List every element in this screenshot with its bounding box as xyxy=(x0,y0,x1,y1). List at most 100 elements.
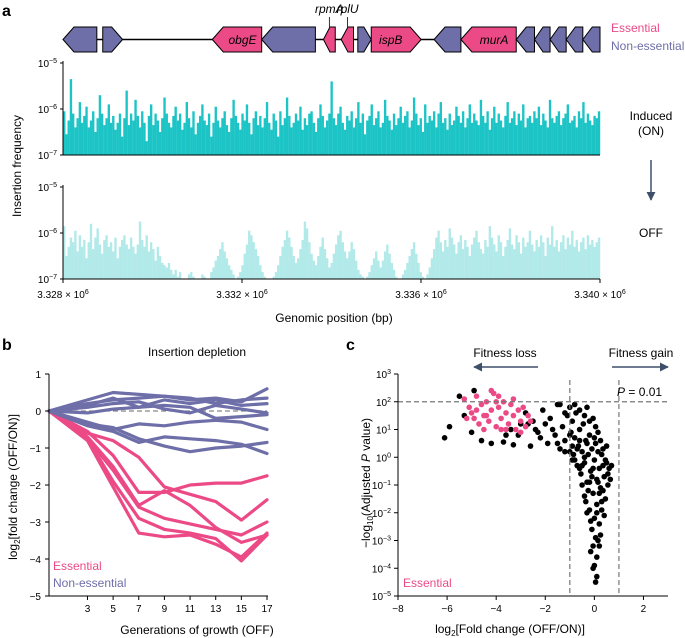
induced-bar xyxy=(76,118,79,155)
off-bar xyxy=(170,269,173,279)
induced-bar xyxy=(337,113,340,155)
induced-bar xyxy=(488,129,492,155)
x-tick-label: −2 xyxy=(540,604,552,615)
induced-bar xyxy=(276,136,280,155)
induced-bar xyxy=(370,104,373,155)
induced-bar xyxy=(504,115,507,155)
induced-bar xyxy=(158,132,162,155)
non-essential-line xyxy=(47,409,269,454)
off-bar xyxy=(241,265,244,279)
off-bar xyxy=(548,244,552,279)
x-tick-label: −6 xyxy=(441,604,453,615)
induced-bar xyxy=(105,118,108,155)
off-bar xyxy=(190,272,193,279)
induced-bar xyxy=(310,111,313,155)
induced-bars xyxy=(63,79,601,155)
induced-bar xyxy=(588,120,592,155)
off-bar xyxy=(515,235,518,279)
gene-arrow xyxy=(322,26,336,53)
induced-bar xyxy=(80,122,84,155)
essential-point xyxy=(493,423,500,430)
induced-bar xyxy=(265,102,269,155)
off-bar xyxy=(457,242,460,279)
non-essential-point xyxy=(584,404,590,411)
off-bar xyxy=(584,249,587,279)
off-bar xyxy=(372,258,376,279)
induced-bar xyxy=(281,125,284,155)
induced-bar xyxy=(424,104,427,155)
induced-bar xyxy=(326,120,329,155)
induced-bar xyxy=(116,122,119,155)
induced-bar xyxy=(419,118,422,155)
off-bar xyxy=(446,246,449,279)
non-essential-line xyxy=(47,403,269,420)
off-bar xyxy=(481,253,485,279)
induced-bar xyxy=(132,120,135,155)
essential-point xyxy=(513,426,519,433)
induced-bar xyxy=(537,106,541,155)
off-bar xyxy=(201,274,204,279)
off-bar xyxy=(571,230,574,279)
induced-bar xyxy=(138,127,142,155)
off-bar xyxy=(187,274,191,279)
off-bar xyxy=(559,242,563,279)
off-bar xyxy=(174,269,177,279)
off-bar xyxy=(314,265,318,279)
off-bar xyxy=(301,239,304,279)
induced-bar xyxy=(67,120,70,155)
off-bar xyxy=(502,256,505,279)
induced-bar xyxy=(383,99,387,155)
non-essential-point xyxy=(590,543,596,549)
off-bar xyxy=(203,276,206,279)
off-bar xyxy=(517,242,520,279)
off-bar xyxy=(116,258,119,279)
induced-bar xyxy=(473,113,476,155)
off-bar xyxy=(332,253,336,279)
essential-point xyxy=(478,401,485,408)
off-bar xyxy=(326,258,329,279)
off-bar xyxy=(334,244,338,279)
induced-bar xyxy=(484,122,487,155)
induced-bar xyxy=(410,120,414,155)
condition-off: OFF xyxy=(639,226,663,240)
x-tick-label: 7 xyxy=(136,604,142,615)
off-bar xyxy=(553,246,556,279)
y-tick-label: 10−5 xyxy=(372,591,391,603)
x-tick-label: 3 xyxy=(85,604,91,615)
induced-bar xyxy=(112,115,115,155)
panel-c-ylabel: −log10(Adjusted P value) xyxy=(359,418,375,548)
non-essential-point xyxy=(488,440,495,447)
induced-bar xyxy=(71,113,75,155)
x-tick-label: 3.332 × 106 xyxy=(216,289,268,301)
induced-bar xyxy=(292,122,295,155)
fitness-gain-label: Fitness gain xyxy=(609,346,674,360)
essential-point xyxy=(471,415,477,422)
off-bar xyxy=(339,230,342,279)
induced-bar xyxy=(479,99,483,155)
non-essential-point xyxy=(591,457,598,463)
induced-bar xyxy=(194,134,197,155)
non-essential-point xyxy=(584,440,590,447)
induced-bar xyxy=(390,129,393,155)
induced-bar xyxy=(361,113,365,155)
off-bar xyxy=(78,235,82,279)
off-bar xyxy=(348,251,351,279)
induced-bar xyxy=(319,104,322,155)
non-essential-point xyxy=(532,426,539,433)
x-tick-label: 9 xyxy=(162,604,168,615)
off-bar xyxy=(568,244,572,279)
non-essential-point xyxy=(605,471,611,477)
non-essential-point xyxy=(571,435,578,441)
off-bar xyxy=(444,239,447,279)
off-bar xyxy=(158,256,162,279)
non-essential-point xyxy=(557,401,563,408)
induced-bar xyxy=(591,125,594,155)
non-essential-point xyxy=(589,446,595,452)
off-bar xyxy=(417,262,420,279)
off-bar xyxy=(221,242,224,279)
induced-bar xyxy=(232,99,235,155)
off-bar xyxy=(370,265,373,279)
induced-bar xyxy=(107,104,111,155)
off-bar xyxy=(591,239,594,279)
off-bar xyxy=(156,246,160,279)
